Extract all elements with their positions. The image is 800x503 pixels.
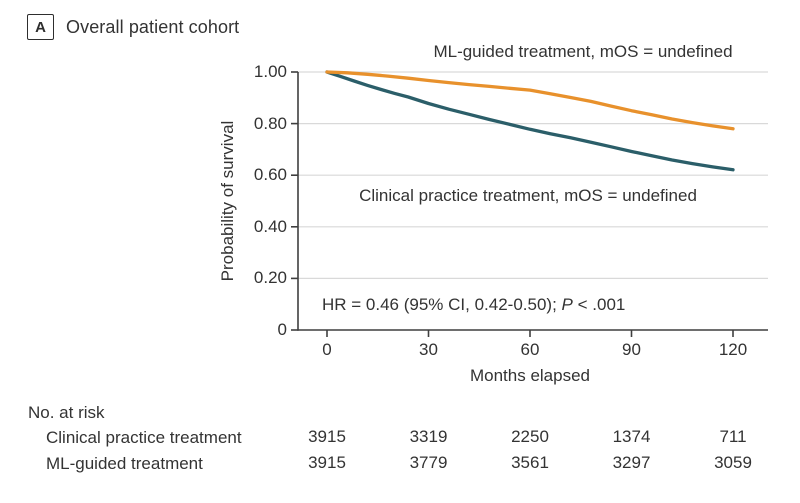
p-symbol: P [561, 295, 573, 314]
y-tick-label: 1.00 [253, 62, 287, 81]
risk-value: 3915 [308, 453, 346, 472]
risk-value: 3319 [409, 427, 448, 446]
risk-value: 2250 [511, 427, 549, 446]
y-tick-label: 0.40 [253, 216, 287, 236]
panel-label: A [35, 18, 46, 36]
x-tick-label: 90 [622, 340, 641, 359]
risk-value: 711 [719, 427, 747, 446]
hazard-ratio-annotation: HR = 0.46 (95% CI, 0.42-0.50); P < .001 [322, 295, 625, 315]
survival-curve-ml-guided-treatment [325, 70, 735, 131]
survival-curve-clinical-practice-treatment [325, 70, 735, 172]
panel-title: Overall patient cohort [66, 17, 240, 37]
y-axis-title: Probability of survival [218, 120, 237, 282]
x-tick-label: 60 [520, 340, 540, 359]
risk-value: 3779 [409, 453, 448, 472]
x-tick-label: 30 [419, 340, 438, 359]
risk-value: 3561 [511, 453, 549, 472]
risk-row-label-clinical: Clinical practice treatment [46, 428, 242, 447]
x-tick-label: 0 [322, 340, 332, 359]
panel-label-box: A [27, 14, 54, 40]
y-tick-label: 0.80 [253, 113, 287, 133]
y-tick-label: 0.20 [253, 268, 287, 288]
risk-value: 3059 [714, 453, 752, 472]
x-tick-label: 120 [718, 340, 748, 359]
clinical-curve-label: Clinical practice treatment, mOS = undef… [359, 186, 697, 205]
risk-value: 3297 [612, 453, 651, 472]
y-tick-label: 0.60 [253, 165, 287, 185]
x-axis-title: Months elapsed [469, 366, 591, 385]
ml-curve-label: ML-guided treatment, mOS = undefined [433, 42, 733, 61]
risk-value: 3915 [308, 427, 346, 446]
p-value: < .001 [572, 295, 626, 314]
risk-value: 1374 [612, 427, 651, 446]
hr-text: HR = 0.46 (95% CI, 0.42-0.50); [322, 295, 562, 314]
risk-row-label-ml: ML-guided treatment [46, 454, 203, 473]
y-tick-label: 0 [277, 320, 287, 339]
risk-table-header: No. at risk [28, 403, 105, 422]
